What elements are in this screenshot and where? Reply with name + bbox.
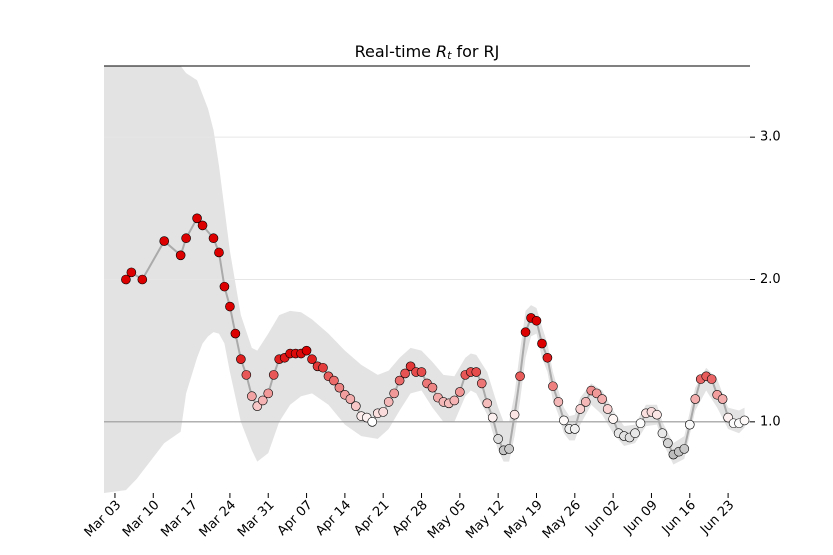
rt-point: [493, 434, 503, 444]
rt-point: [679, 444, 690, 454]
rt-point: [159, 236, 170, 246]
rt-point: [570, 424, 580, 434]
rt-point: [241, 370, 252, 380]
rt-point: [181, 233, 191, 244]
x-tick-label: Mar 10: [120, 498, 163, 541]
rt-point: [126, 267, 137, 278]
x-tick-label: May 05: [425, 498, 469, 542]
rt-point: [268, 370, 279, 380]
rt-point: [389, 388, 399, 399]
x-tick-label: Jun 02: [582, 498, 622, 538]
rt-point: [383, 397, 394, 407]
x-tick-label: Mar 31: [235, 498, 278, 541]
x-tick-label: Apr 07: [275, 498, 316, 539]
rt-point: [635, 418, 646, 429]
x-tick-label: Mar 03: [82, 498, 125, 541]
rt-point: [416, 367, 427, 377]
rt-point: [575, 404, 586, 414]
rt-point: [307, 354, 317, 365]
rt-point: [334, 382, 345, 393]
rt-point: [580, 397, 591, 407]
rt-point: [482, 398, 493, 409]
rt-point: [351, 401, 361, 411]
rt-point: [548, 381, 558, 392]
rt-point: [427, 382, 438, 393]
x-tick-label: Jun 09: [620, 498, 660, 538]
rt-point: [471, 367, 482, 377]
title-text: for RJ: [456, 42, 499, 61]
x-tick-label: Apr 14: [313, 498, 354, 539]
rt-point: [263, 388, 274, 399]
rt-point: [121, 274, 131, 285]
rt-point: [520, 327, 531, 337]
rt-point: [542, 352, 553, 363]
chart-title: Real-time Rt for RJ: [355, 42, 500, 63]
x-tick-label: May 26: [540, 498, 584, 542]
rt-point: [663, 438, 673, 448]
rt-point: [455, 387, 465, 397]
rt-point: [318, 362, 328, 373]
y-tick-label: 1.0: [760, 414, 781, 429]
rt-point: [537, 338, 547, 349]
rt-point: [378, 407, 389, 417]
x-tick-label: May 12: [463, 498, 507, 542]
rt-point: [487, 412, 498, 423]
rt-point: [630, 428, 640, 439]
x-tick-label: Mar 17: [158, 498, 201, 541]
rt-point: [394, 375, 405, 386]
rt-point: [329, 375, 339, 386]
y-tick-label: 2.0: [760, 272, 781, 287]
rt-point: [197, 220, 208, 231]
x-tick-label: Apr 28: [390, 498, 431, 539]
title-text: Real-time: [355, 42, 431, 61]
rt-point: [597, 394, 607, 404]
rt-point: [192, 213, 202, 224]
rt-point: [515, 371, 525, 382]
y-tick-label: 3.0: [760, 130, 781, 145]
rt-point: [230, 328, 241, 339]
rt-point: [652, 409, 662, 420]
rt-point: [257, 395, 268, 406]
rt-point: [175, 250, 186, 261]
rt-point: [717, 394, 728, 404]
rt-point: [706, 374, 717, 384]
rt-point: [400, 368, 410, 379]
rt-point: [531, 315, 542, 326]
rt-point: [602, 404, 613, 414]
x-tick-label: Mar 24: [197, 498, 240, 541]
rt-point: [214, 247, 224, 258]
band-layer: [104, 66, 745, 493]
x-tick-label: Jun 23: [697, 498, 737, 538]
title-subscript: t: [447, 49, 452, 62]
x-tick-label: Apr 21: [351, 498, 392, 539]
x-tick-label: May 19: [502, 498, 546, 542]
rt-point: [559, 415, 569, 426]
rt-point: [739, 415, 750, 426]
rt-point: [236, 354, 246, 365]
rt-point: [608, 414, 618, 424]
rt-point: [208, 233, 219, 244]
rt-point: [657, 428, 668, 439]
rt-point: [504, 444, 514, 454]
rt-point: [449, 395, 460, 406]
rt-point: [225, 301, 235, 312]
confidence-band: [104, 66, 745, 493]
rt-point: [345, 394, 356, 404]
rt-point: [476, 378, 487, 389]
rt-point: [684, 419, 695, 430]
rt-point: [690, 394, 701, 404]
rt-point: [367, 417, 378, 427]
rt-point: [247, 391, 257, 402]
rt-point: [137, 274, 148, 285]
data-layer: [121, 213, 750, 460]
title-symbol: R: [436, 42, 447, 61]
rt-point: [301, 345, 312, 356]
rt-point: [553, 397, 564, 407]
x-tick-label: Jun 16: [659, 498, 699, 538]
rt-point: [219, 281, 230, 292]
rt-point: [509, 409, 520, 420]
